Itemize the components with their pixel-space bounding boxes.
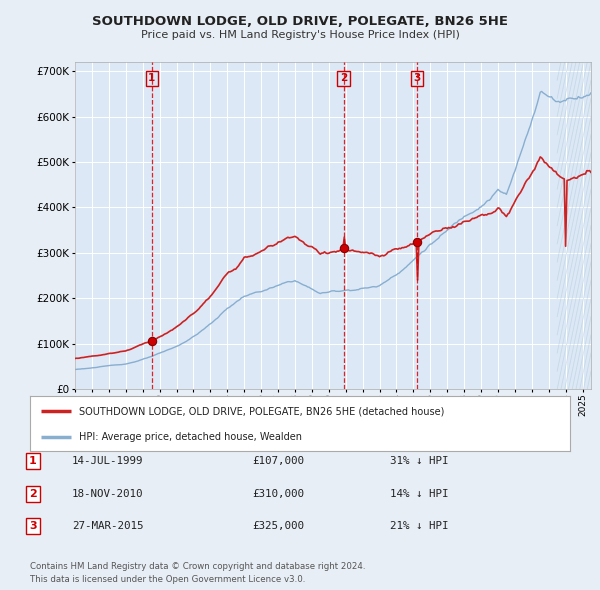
- Text: 2: 2: [29, 489, 37, 499]
- Text: 1: 1: [29, 457, 37, 466]
- Text: HPI: Average price, detached house, Wealden: HPI: Average price, detached house, Weal…: [79, 431, 302, 441]
- Text: 1: 1: [148, 73, 155, 83]
- Text: 21% ↓ HPI: 21% ↓ HPI: [390, 522, 449, 531]
- Text: 14% ↓ HPI: 14% ↓ HPI: [390, 489, 449, 499]
- Text: Price paid vs. HM Land Registry's House Price Index (HPI): Price paid vs. HM Land Registry's House …: [140, 30, 460, 40]
- Text: 3: 3: [29, 522, 37, 531]
- Text: 18-NOV-2010: 18-NOV-2010: [72, 489, 143, 499]
- Text: 31% ↓ HPI: 31% ↓ HPI: [390, 457, 449, 466]
- Text: £310,000: £310,000: [252, 489, 304, 499]
- Text: This data is licensed under the Open Government Licence v3.0.: This data is licensed under the Open Gov…: [30, 575, 305, 584]
- Text: 27-MAR-2015: 27-MAR-2015: [72, 522, 143, 531]
- Text: SOUTHDOWN LODGE, OLD DRIVE, POLEGATE, BN26 5HE: SOUTHDOWN LODGE, OLD DRIVE, POLEGATE, BN…: [92, 15, 508, 28]
- Text: 14-JUL-1999: 14-JUL-1999: [72, 457, 143, 466]
- Text: £107,000: £107,000: [252, 457, 304, 466]
- Text: £325,000: £325,000: [252, 522, 304, 531]
- Text: Contains HM Land Registry data © Crown copyright and database right 2024.: Contains HM Land Registry data © Crown c…: [30, 562, 365, 571]
- Text: 2: 2: [340, 73, 347, 83]
- Text: 3: 3: [413, 73, 421, 83]
- Text: SOUTHDOWN LODGE, OLD DRIVE, POLEGATE, BN26 5HE (detached house): SOUTHDOWN LODGE, OLD DRIVE, POLEGATE, BN…: [79, 407, 444, 417]
